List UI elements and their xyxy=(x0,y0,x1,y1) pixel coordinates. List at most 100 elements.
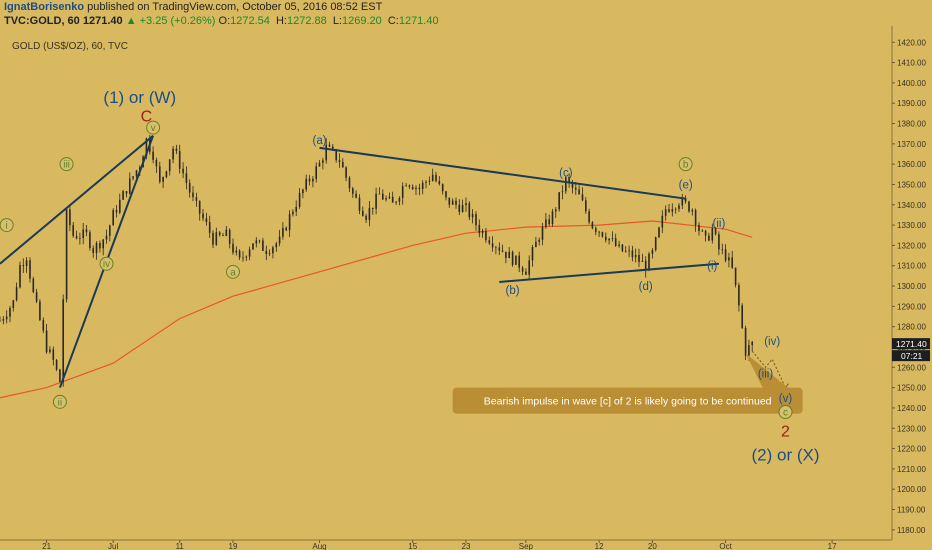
trendline xyxy=(319,146,686,200)
candle-body xyxy=(485,231,487,241)
candle-body xyxy=(89,232,91,249)
candle-body xyxy=(678,205,680,209)
candle-body xyxy=(398,198,401,202)
candle-body xyxy=(2,319,5,321)
candle-body xyxy=(12,300,15,308)
candle-body xyxy=(511,251,514,265)
candle-body xyxy=(345,167,347,178)
candle-body xyxy=(651,250,654,254)
candle-body xyxy=(72,225,74,236)
candle-body xyxy=(671,209,674,212)
low-key: L: xyxy=(332,15,342,27)
price-tick-label: 1310.00 xyxy=(897,262,926,271)
candle-body xyxy=(668,209,670,212)
candle-body xyxy=(175,148,178,151)
time-tick-label: 19 xyxy=(229,542,238,550)
author-name[interactable]: IgnatBorisenko xyxy=(4,1,85,13)
candle-body xyxy=(628,250,630,252)
symbol-label: TVC:GOLD, 60 xyxy=(4,15,80,27)
candle-body xyxy=(505,251,507,258)
price-tick-label: 1290.00 xyxy=(897,302,926,311)
wave-labels: (1) or (W)Cviiiiiviia(a)(b)(c)(d)b(e)(ii… xyxy=(0,88,819,465)
candle-body xyxy=(198,200,201,214)
published-text: published on TradingView.com, October 05… xyxy=(87,1,383,13)
candle-body xyxy=(115,210,118,213)
time-tick-label: Sep xyxy=(519,542,534,550)
candle-body xyxy=(458,204,461,212)
candle-body xyxy=(731,257,733,268)
candle-body xyxy=(275,243,278,248)
callout-text: Bearish impulse in wave [c] of 2 is like… xyxy=(484,396,772,408)
candle-body xyxy=(744,327,747,356)
candle-body xyxy=(408,185,411,187)
candle-body xyxy=(228,229,231,244)
candle-body xyxy=(611,238,614,239)
wave-label-text: 2 xyxy=(781,423,790,440)
wave-label-text: (i) xyxy=(707,261,717,273)
candle-body xyxy=(644,260,647,271)
candle-body xyxy=(694,210,697,226)
candle-body xyxy=(718,234,720,250)
chart-title: GOLD (US$/OZ), 60, TVC xyxy=(12,41,128,52)
candle-body xyxy=(438,181,441,185)
candle-body xyxy=(59,369,61,383)
candle-body xyxy=(32,278,35,293)
time-axis[interactable]: 21 Jul 11 19 Aug 15 23 Sep 12 20 Oct 17 xyxy=(0,539,892,550)
time-tick-label: 12 xyxy=(595,542,604,550)
candle-body xyxy=(125,191,128,194)
candle-body xyxy=(292,211,294,215)
candle-body xyxy=(278,236,281,244)
wave-label-text: iii xyxy=(63,160,70,171)
candle-body xyxy=(312,178,314,182)
candle-body xyxy=(82,229,84,238)
candle-body xyxy=(648,253,650,271)
candle-body xyxy=(382,193,384,200)
candle-body xyxy=(551,211,554,224)
candle-body xyxy=(262,240,264,251)
candle-body xyxy=(105,235,108,240)
candle-body xyxy=(232,243,234,253)
last-price-badge: 1271.40 07:21 xyxy=(892,338,930,362)
price-tick-label: 1280.00 xyxy=(897,323,926,332)
candle-body xyxy=(734,267,737,285)
high-key: H: xyxy=(275,15,287,27)
candle-body xyxy=(45,330,48,353)
candle-body xyxy=(748,345,750,356)
wave-label-circle xyxy=(146,120,161,135)
candle-body xyxy=(255,240,258,244)
candle-body xyxy=(182,168,184,174)
wave-label-circle xyxy=(99,256,114,271)
candle-body xyxy=(25,260,28,267)
candle-body xyxy=(298,193,301,207)
candle-body xyxy=(335,149,337,161)
candle-body xyxy=(135,170,138,177)
candle-body xyxy=(724,249,727,261)
open-key: O: xyxy=(218,15,231,27)
time-tick-label: Oct xyxy=(719,542,732,550)
wave-label-text: c xyxy=(783,408,788,419)
trendline xyxy=(0,134,154,265)
annotation-callout[interactable]: Bearish impulse in wave [c] of 2 is like… xyxy=(452,353,803,414)
candle-body xyxy=(388,196,391,199)
candle-body xyxy=(202,213,204,219)
wave-label-text: (2) or (X) xyxy=(751,446,819,465)
candle-body xyxy=(411,186,414,190)
candle-body xyxy=(325,144,327,161)
candle-body xyxy=(365,215,367,220)
callout-box xyxy=(452,387,803,414)
candle-body xyxy=(448,197,451,205)
price-tick-label: 1200.00 xyxy=(897,485,926,494)
price-tick-label: 1190.00 xyxy=(897,506,926,515)
candle-body xyxy=(308,178,311,182)
wave-label-circle xyxy=(52,394,67,409)
candle-body xyxy=(235,250,238,253)
candle-body xyxy=(481,231,484,234)
candle-body xyxy=(711,228,714,241)
candle-body xyxy=(704,230,707,236)
candle-body xyxy=(631,250,634,258)
candle-body xyxy=(258,240,261,242)
price-axis[interactable]: 1180.00 1190.00 1200.00 1210.00 1220.00 1230.… xyxy=(891,26,926,540)
candle-body xyxy=(245,256,248,258)
candle-body xyxy=(152,151,154,160)
